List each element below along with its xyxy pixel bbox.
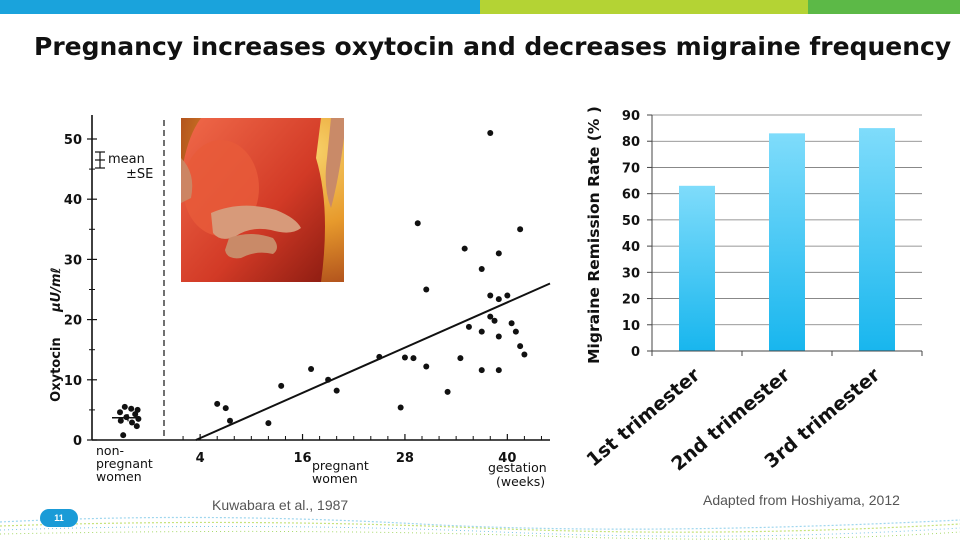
pregnant-point: [465, 323, 472, 330]
pregnant-point: [487, 292, 494, 299]
scatter-y-label-unit: μU/mℓ: [49, 267, 64, 313]
scatter-labels: OxytocinμU/mℓmean±SEnon-pregnantwomenpre…: [49, 151, 547, 489]
regression-line: [195, 282, 551, 441]
bar-y-tick-label: 30: [622, 266, 640, 281]
pregnant-point: [504, 292, 511, 299]
nonpregnant-point: [128, 405, 135, 412]
pregnant-point: [495, 367, 502, 374]
pregnant-point: [521, 351, 528, 358]
pregnant-point: [478, 328, 485, 335]
pregnant-woman-photo: [181, 118, 344, 282]
scatter-y-label-text: Oxytocin: [49, 337, 64, 401]
pregnant-point: [487, 313, 494, 320]
pregnant-point: [495, 333, 502, 340]
scatter-y-tick-label: 20: [64, 314, 82, 329]
pregnant-point: [227, 417, 233, 424]
pregnant-point: [222, 405, 229, 412]
bar-1: [679, 185, 715, 351]
scatter-y-tick-label: 30: [64, 253, 82, 268]
bar-y-tick-label: 40: [622, 240, 640, 255]
top-bar-blue: [0, 0, 480, 14]
bar-series: [679, 128, 895, 351]
bar-2: [769, 133, 805, 351]
top-bar-lime: [480, 0, 808, 14]
bar-y-tick-label: 70: [622, 161, 640, 176]
pregnant-point: [508, 320, 515, 327]
nonpregnant-point: [121, 403, 128, 410]
top-bar-green: [808, 0, 960, 14]
pregnant-point: [333, 387, 340, 394]
pregnant-point: [214, 400, 221, 407]
nonpregnant-point: [117, 417, 124, 424]
pregnant-point: [517, 343, 524, 350]
scatter-x-label: gestation: [488, 460, 547, 475]
nonpregnant-point: [129, 419, 135, 426]
bar-y-tick-label: 10: [622, 319, 640, 334]
nonpregnant-point: [133, 423, 140, 430]
left-caption: Kuwabara et al., 1987: [212, 497, 349, 513]
pregnant-point: [517, 226, 524, 233]
pregnant-label-line: pregnant: [312, 458, 369, 473]
pregnant-point: [423, 363, 430, 370]
bar-y-label-group: Migraine Remission Rate (% ): [585, 106, 603, 364]
pregnant-point: [410, 355, 417, 362]
legend-se-label: ±SE: [126, 167, 153, 182]
scatter-y-tick-label: 40: [64, 193, 82, 208]
scatter-x-tick-label: 4: [196, 451, 205, 466]
scatter-x-tick-label: 16: [293, 451, 311, 466]
scatter-y-label-group: Oxytocin μU/mℓ: [49, 267, 64, 402]
pregnant-point: [461, 245, 468, 252]
scatter-points: [112, 129, 551, 441]
pregnant-point: [401, 354, 408, 361]
nonpregnant-label-line: non-: [96, 443, 124, 458]
pregnant-point: [487, 129, 494, 136]
bar-y-tick-label: 90: [622, 109, 640, 124]
bar-y-tick-label: 0: [631, 345, 640, 360]
pregnant-point: [308, 365, 315, 372]
bar-y-tick-label: 20: [622, 293, 640, 308]
bar-y-label: Migraine Remission Rate (% ): [585, 106, 603, 364]
pregnant-point: [444, 388, 451, 395]
pregnant-point: [414, 220, 421, 227]
pregnant-point: [478, 367, 485, 374]
nonpregnant-label-line: pregnant: [96, 456, 153, 471]
pregnant-point: [495, 250, 502, 257]
pregnant-point: [512, 328, 519, 335]
nonpregnant-point: [120, 432, 127, 439]
nonpregnant-point: [117, 409, 123, 416]
nonpregnant-point: [132, 411, 139, 418]
pregnant-point: [423, 286, 430, 293]
bar-y-tick-label: 60: [622, 188, 640, 203]
legend-mean-label: mean: [108, 152, 145, 167]
scatter-y-tick-label: 50: [64, 133, 82, 148]
pregnant-point: [397, 404, 404, 411]
scatter-x-tick-label: 40: [498, 451, 516, 466]
pregnant-point: [495, 296, 502, 303]
bar-3: [859, 128, 895, 351]
scatter-ticks: 0 10 20 30 40 50 4 16 28 40: [64, 133, 542, 466]
scatter-y-tick-label: 0: [73, 434, 82, 449]
scatter-y-tick-label: 10: [64, 374, 82, 389]
pregnant-point: [478, 266, 485, 273]
pregnant-label-line: women: [312, 471, 358, 486]
pregnant-point: [265, 420, 272, 427]
nonpregnant-label-line: women: [96, 469, 142, 484]
bar-y-tick-label: 80: [622, 135, 640, 150]
pregnant-point: [457, 355, 464, 362]
pregnant-point: [491, 317, 498, 324]
bar-y-tick-label: 50: [622, 214, 640, 229]
pregnant-point: [278, 382, 285, 389]
slide-title: Pregnancy increases oxytocin and decreas…: [34, 32, 952, 61]
scatter-x-label-unit: (weeks): [496, 474, 545, 489]
bar-axes: [647, 114, 923, 356]
bottom-wave-decoration: [0, 516, 960, 540]
scatter-x-tick-label: 28: [396, 451, 414, 466]
right-caption: Adapted from Hoshiyama, 2012: [703, 492, 900, 508]
slide-number-badge: 11: [40, 509, 78, 527]
